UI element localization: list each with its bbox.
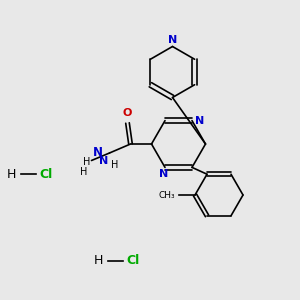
Text: O: O — [123, 109, 132, 118]
Text: Cl: Cl — [126, 254, 139, 268]
Text: CH₃: CH₃ — [159, 190, 175, 200]
Text: N: N — [159, 169, 168, 179]
Text: N: N — [93, 146, 103, 159]
Text: H: H — [7, 167, 16, 181]
Text: H: H — [111, 160, 118, 170]
Text: N: N — [195, 116, 204, 126]
Text: H: H — [82, 157, 90, 167]
Text: Cl: Cl — [39, 167, 52, 181]
Text: N: N — [99, 156, 108, 166]
Text: H: H — [80, 167, 87, 176]
Text: N: N — [168, 35, 177, 45]
Text: H: H — [94, 254, 104, 268]
